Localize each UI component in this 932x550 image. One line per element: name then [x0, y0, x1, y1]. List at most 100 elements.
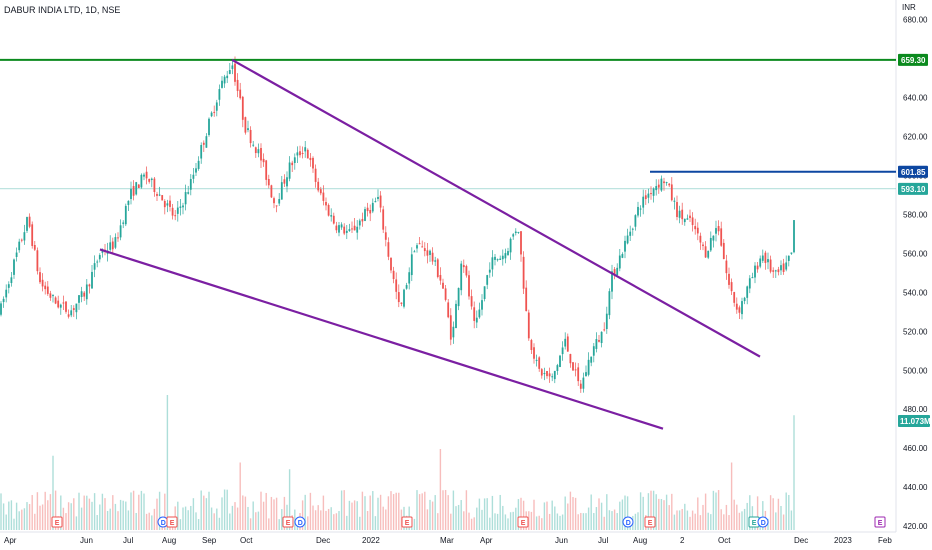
volume-bar: [101, 493, 104, 530]
volume-bar: [551, 500, 553, 530]
volume-bar: [283, 496, 286, 530]
candle-body: [447, 302, 450, 318]
earnings-event-icon[interactable]: [401, 516, 413, 528]
volume-bar: [439, 449, 442, 530]
candle-body: [163, 200, 166, 208]
volume-bar: [582, 513, 585, 530]
volume-bar: [320, 510, 322, 530]
volume-bar: [694, 513, 696, 530]
dividend-event-icon[interactable]: [294, 516, 306, 528]
earnings-event-icon[interactable]: [51, 516, 63, 528]
candle-body: [36, 250, 39, 272]
candle-body: [332, 215, 335, 224]
volume-bar: [777, 498, 780, 530]
earnings-event-icon[interactable]: [166, 516, 178, 528]
candle-body: [70, 310, 73, 316]
candle-body: [335, 225, 338, 231]
candle-body: [499, 258, 502, 260]
candle-body: [644, 195, 647, 200]
candle-body: [39, 272, 41, 283]
candle-body: [676, 202, 678, 218]
volume-bar: [595, 507, 598, 530]
volume-bar: [684, 503, 686, 530]
volume-bar: [275, 497, 278, 530]
candle-body: [236, 79, 239, 91]
volume-bar: [678, 510, 681, 530]
candle-body: [57, 300, 60, 308]
volume-bar: [203, 495, 205, 530]
candle-body: [44, 285, 47, 290]
candle-body: [488, 269, 491, 273]
candle-body: [270, 185, 273, 198]
volume-bar: [538, 515, 540, 530]
candle-body: [179, 206, 182, 208]
volume-bar: [749, 495, 751, 530]
candle-body: [223, 76, 226, 84]
volume-bar: [733, 499, 735, 530]
volume-bar: [793, 415, 795, 530]
earnings-event-icon[interactable]: [282, 516, 294, 528]
volume-bar: [288, 469, 291, 530]
candle-body: [605, 313, 608, 330]
candle-body: [522, 256, 525, 289]
volume-bar: [637, 512, 639, 530]
candle-body: [158, 194, 161, 196]
y-tick-label: 560.00: [903, 249, 928, 258]
candle-body: [491, 257, 494, 270]
dividend-event-icon[interactable]: [757, 516, 769, 528]
candle-body: [663, 181, 665, 184]
volume-bar: [548, 513, 551, 530]
candle-body: [5, 289, 8, 298]
candle-body: [670, 184, 673, 201]
candle-body: [234, 63, 236, 82]
volume-bar: [257, 511, 260, 530]
volume-bar: [117, 511, 119, 530]
volume-bar: [80, 507, 83, 530]
earnings-event-icon[interactable]: [517, 516, 529, 528]
candle-body: [80, 291, 83, 297]
volume-bar: [106, 510, 109, 530]
x-tick-label: Mar: [440, 536, 454, 545]
volume-bar: [34, 513, 36, 530]
volume-bar: [416, 490, 418, 530]
candle-body: [668, 183, 671, 186]
volume-bar: [554, 506, 556, 530]
volume-bar: [788, 494, 790, 530]
candle-body: [249, 129, 252, 144]
candle-body: [436, 259, 439, 277]
candle-body: [465, 266, 468, 276]
volume-bar: [125, 501, 127, 530]
volume-bar: [234, 502, 236, 530]
dividend-event-icon[interactable]: [622, 516, 634, 528]
candle-body: [13, 259, 15, 275]
volume-bar: [522, 500, 525, 530]
earnings-event-icon[interactable]: [874, 516, 886, 528]
volume-bar: [652, 490, 655, 530]
candle-body: [793, 220, 795, 253]
volume-bar: [746, 502, 748, 530]
volume-bar: [281, 509, 283, 530]
x-tick-label: Jul: [123, 536, 133, 545]
volume-bar: [504, 514, 507, 530]
volume-bar: [236, 507, 239, 530]
volume-bar: [5, 514, 7, 530]
volume-bar: [533, 499, 535, 530]
volume-bar: [195, 512, 197, 530]
volume-bar: [710, 514, 712, 530]
volume-bar: [338, 511, 340, 530]
candle-body: [642, 196, 645, 208]
candle-body: [486, 275, 489, 285]
volume-bar: [782, 514, 785, 530]
candle-body: [62, 302, 65, 304]
earnings-event-icon[interactable]: [644, 516, 656, 528]
event-label: E: [752, 520, 757, 527]
volume-bar: [190, 505, 192, 530]
candle-body: [624, 240, 626, 252]
candle-body: [286, 177, 288, 187]
volume-bar: [437, 513, 439, 530]
volume-bar: [226, 489, 228, 530]
x-tick-label: Oct: [718, 536, 731, 545]
candle-body: [322, 192, 325, 201]
candle-body: [15, 252, 18, 258]
